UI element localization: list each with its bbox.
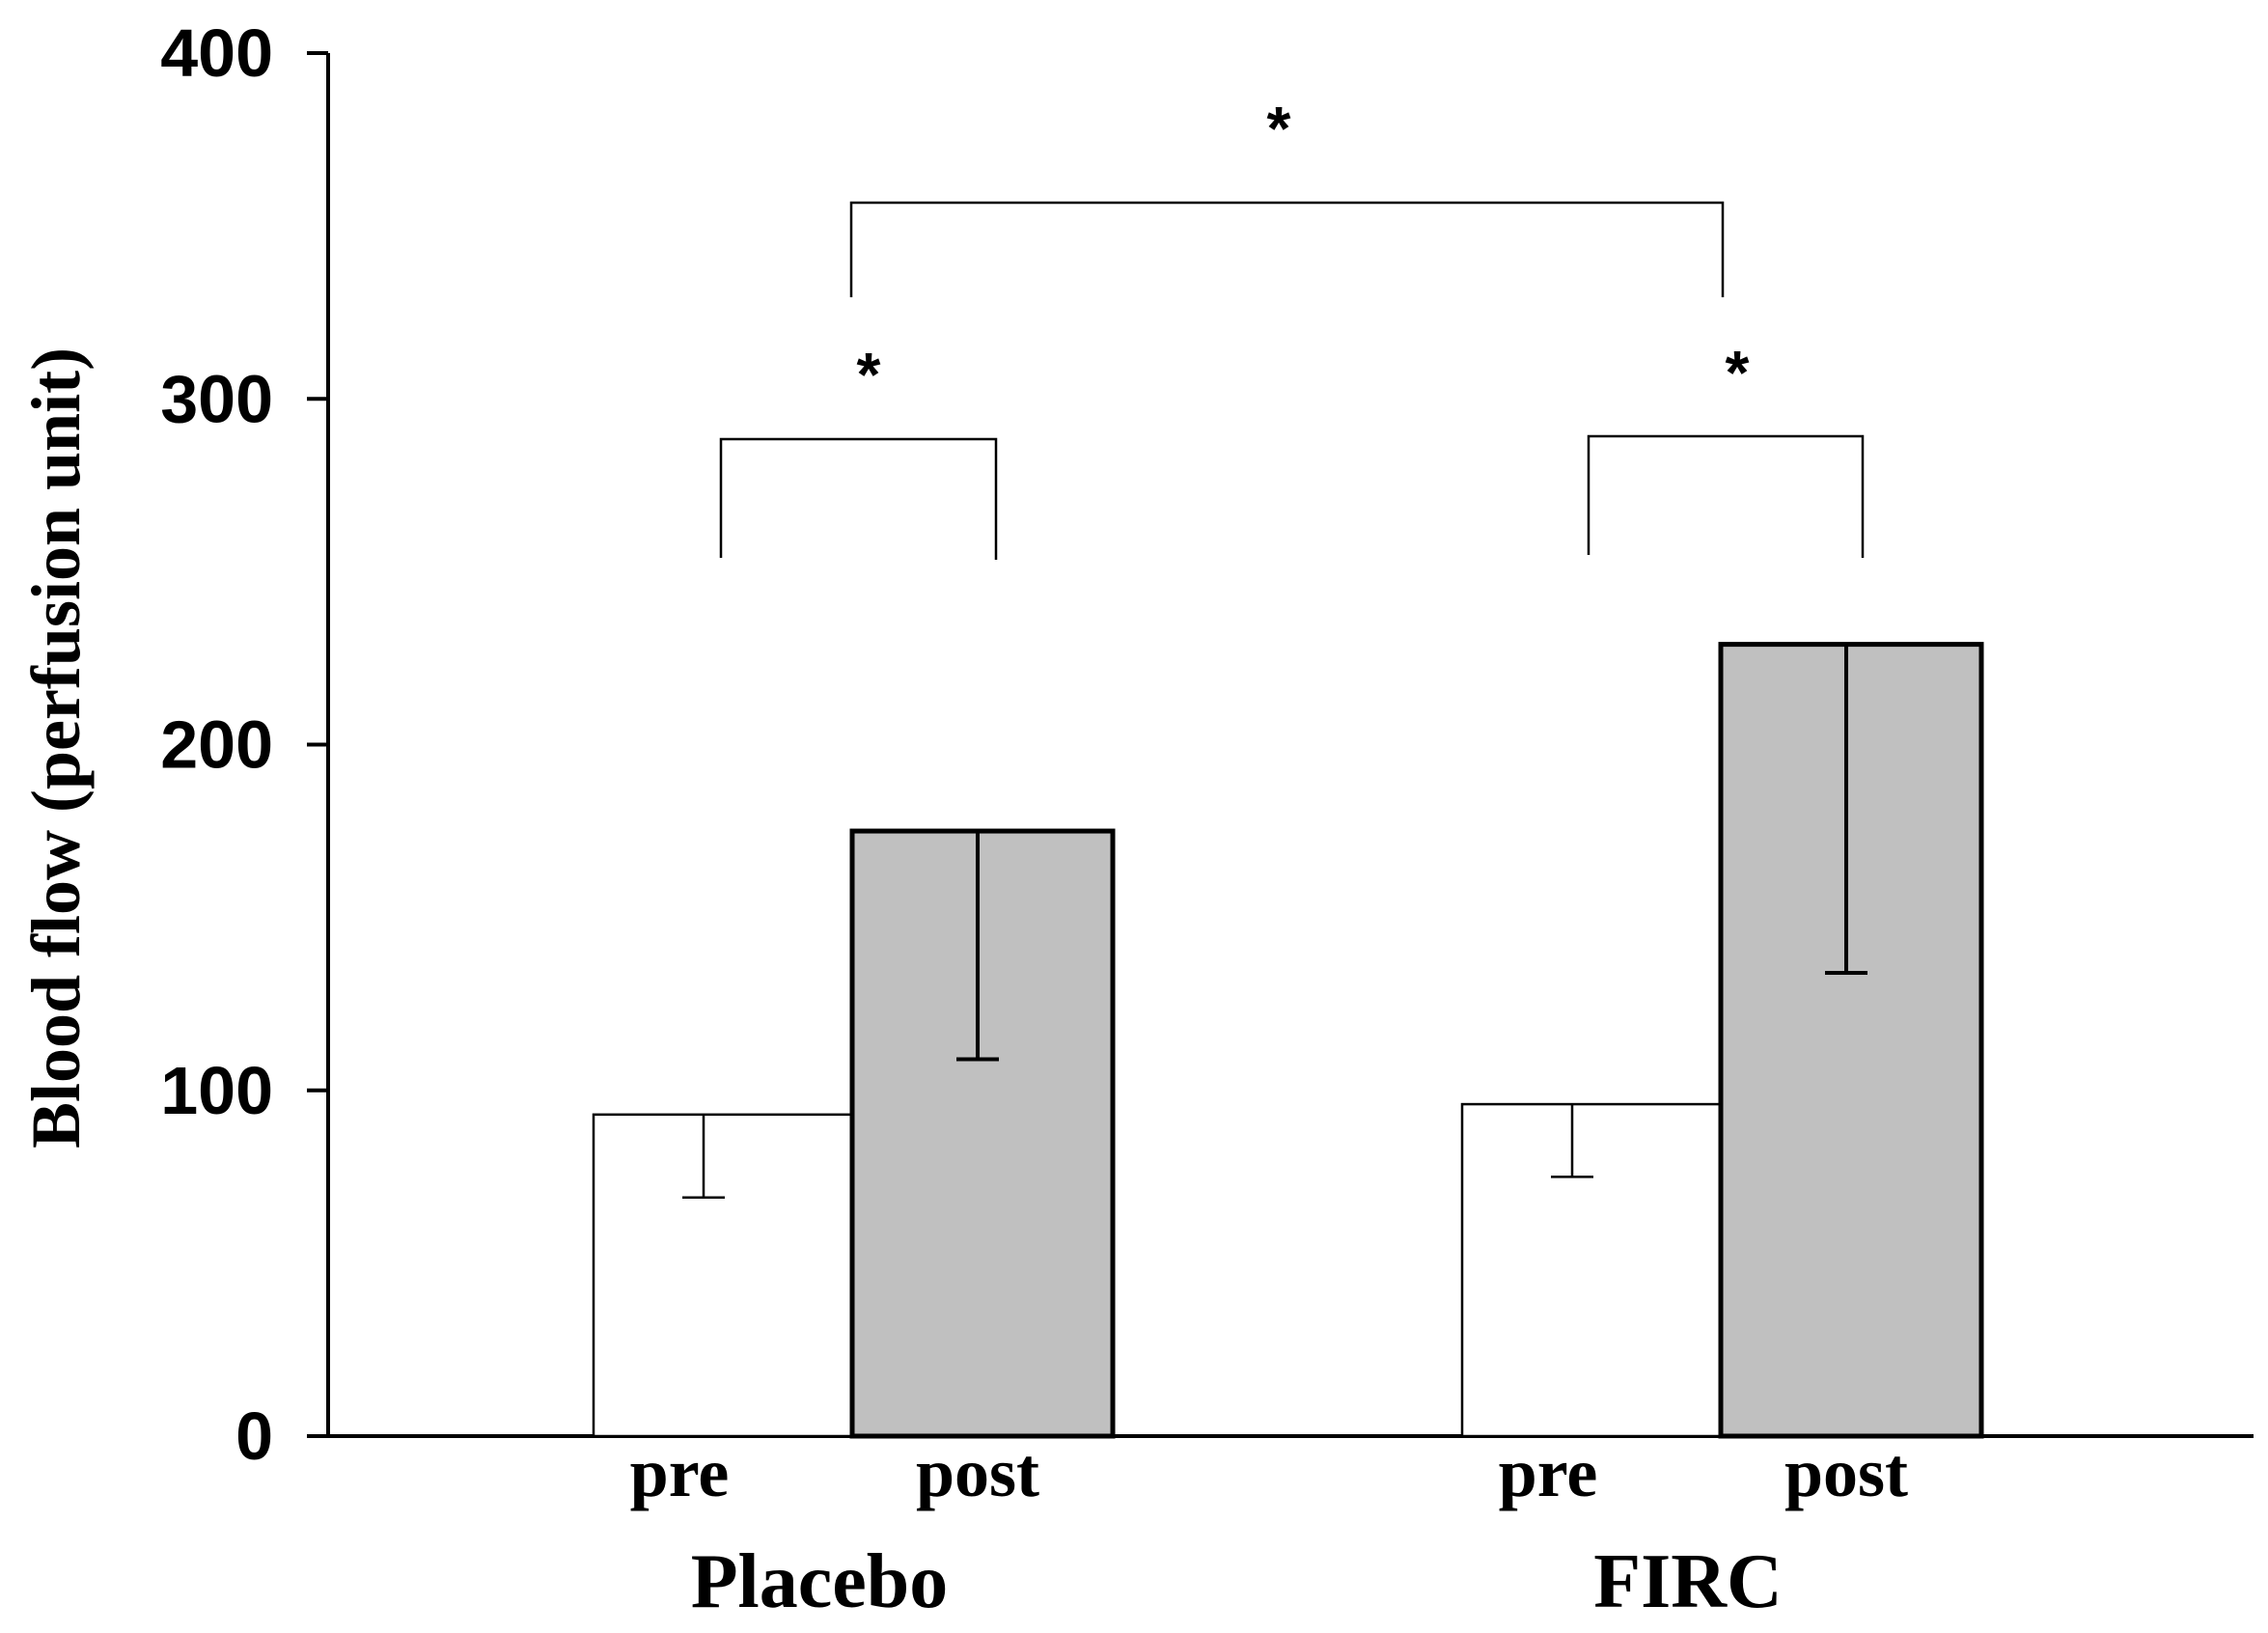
bar-placebo-pre <box>592 1113 854 1438</box>
significance-bracket <box>719 437 998 560</box>
y-axis-label: Blood flow (perfusion unit) <box>17 347 95 1149</box>
y-tick-label: 400 <box>160 15 273 91</box>
bar-label-pre: pre <box>630 1434 730 1511</box>
y-tick-label: 0 <box>235 1398 273 1474</box>
bar-label-post: post <box>1784 1434 1908 1511</box>
y-tick-label: 300 <box>160 361 273 436</box>
bar-firc-post <box>1718 642 1984 1439</box>
bar-label-pre: pre <box>1499 1434 1598 1511</box>
y-tick-label: 100 <box>160 1053 273 1128</box>
bar-firc-pre <box>1460 1102 1723 1438</box>
bar-placebo-post <box>849 828 1116 1439</box>
y-tick-label: 200 <box>160 707 273 783</box>
bar-label-post: post <box>916 1434 1039 1511</box>
y-ticks: 0 100 200 300 400 <box>160 15 328 1474</box>
significance-star: * <box>1726 338 1750 407</box>
significance-star: * <box>1267 94 1291 163</box>
error-bars <box>682 644 1867 1200</box>
significance-bracket <box>849 201 1725 297</box>
significance-bracket <box>1587 434 1865 558</box>
significance-star: * <box>857 340 881 409</box>
group-label-placebo: Placebo <box>691 1539 949 1624</box>
significance-brackets: * * * <box>719 94 1865 560</box>
bars <box>592 642 1984 1439</box>
group-label-firc: FIRC <box>1593 1539 1783 1624</box>
